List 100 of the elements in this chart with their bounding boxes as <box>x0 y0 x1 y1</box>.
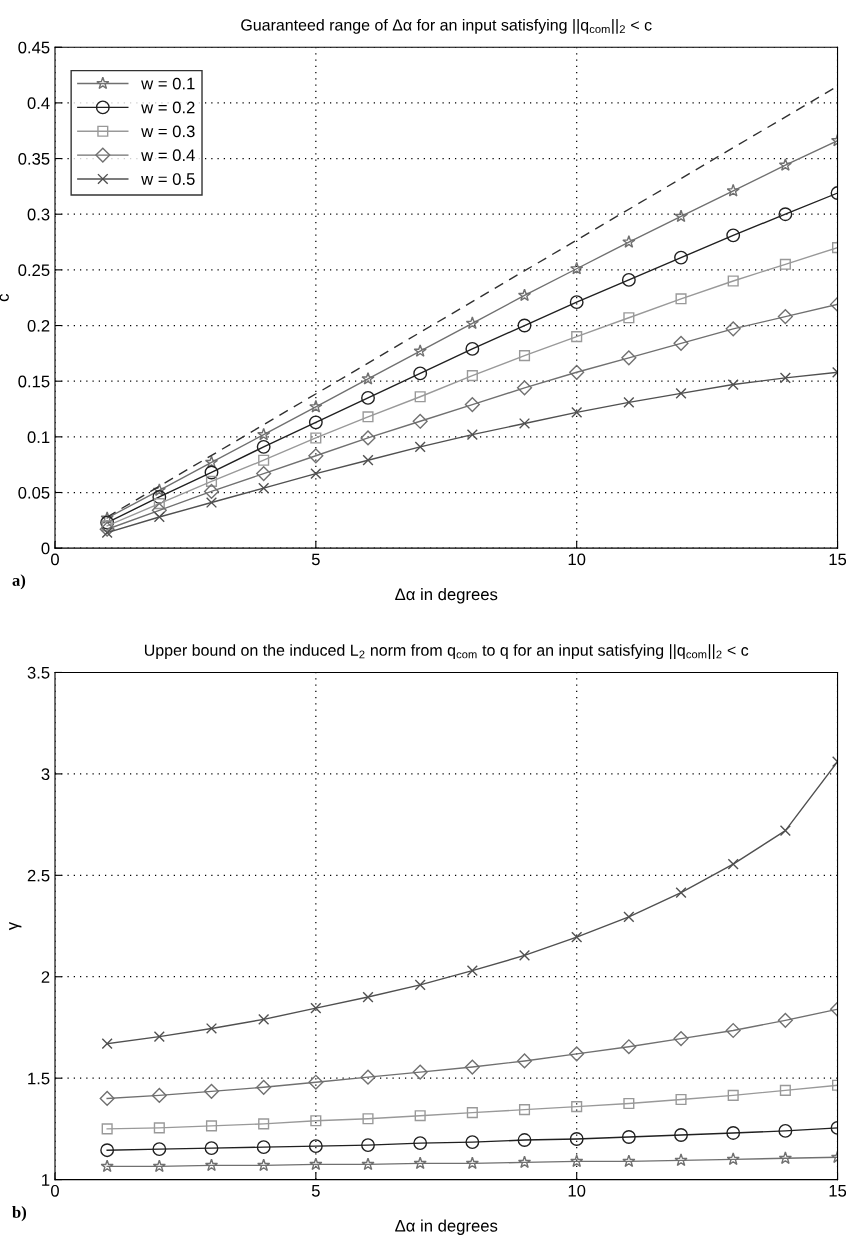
point <box>464 396 480 413</box>
legend-label: w = 0.5 <box>141 173 195 185</box>
point <box>361 390 375 405</box>
point <box>205 1022 218 1035</box>
point <box>258 1118 270 1130</box>
point <box>413 366 428 381</box>
point <box>258 482 270 494</box>
point <box>726 183 740 197</box>
point <box>622 235 636 248</box>
x-axis-title: Δα in degrees <box>395 588 498 604</box>
point <box>361 1157 375 1171</box>
y-axis-title: γ <box>9 921 22 931</box>
point <box>362 991 374 1003</box>
point <box>152 483 166 497</box>
point <box>153 511 165 523</box>
point <box>621 350 637 366</box>
point <box>309 399 323 413</box>
point <box>464 1059 480 1075</box>
y-tick-label: 1.5 <box>28 1072 50 1085</box>
point <box>414 391 426 403</box>
point <box>725 1022 741 1039</box>
point <box>153 1122 165 1134</box>
point <box>204 1141 219 1156</box>
point <box>153 1031 165 1043</box>
point <box>256 439 271 454</box>
point <box>308 1139 323 1154</box>
point <box>727 1089 739 1101</box>
point <box>465 1135 480 1150</box>
text: b) <box>12 1206 27 1222</box>
point <box>623 312 635 324</box>
x-tick-label: 10 <box>568 1184 586 1197</box>
point <box>308 1074 324 1090</box>
point <box>779 1084 791 1096</box>
point <box>726 1126 741 1140</box>
point <box>205 475 218 487</box>
point <box>623 1097 635 1110</box>
point <box>413 344 427 357</box>
y-tick-label: 0.15 <box>18 375 50 388</box>
x-tick-label: 15 <box>829 1185 846 1197</box>
point <box>256 466 272 482</box>
point <box>412 1064 428 1080</box>
point <box>622 1154 636 1168</box>
point <box>362 411 374 423</box>
point <box>152 1159 166 1173</box>
point <box>725 321 741 337</box>
point <box>570 261 584 275</box>
point <box>362 1113 374 1125</box>
y-tick-label: 0.05 <box>18 486 50 499</box>
point <box>621 1039 637 1055</box>
point <box>673 1031 689 1047</box>
point <box>673 335 689 351</box>
y-tick-label: 0.4 <box>27 97 50 110</box>
point <box>727 378 739 391</box>
point <box>100 1143 115 1158</box>
point <box>360 1069 376 1085</box>
x-tick-label: 15 <box>829 553 846 566</box>
x-tick-label: 5 <box>311 553 320 566</box>
point <box>571 406 583 418</box>
point <box>414 1110 426 1122</box>
y-axis-title: c <box>0 293 9 302</box>
point <box>361 1138 375 1153</box>
point <box>414 979 426 991</box>
point <box>726 1152 740 1166</box>
point <box>258 1013 270 1025</box>
point <box>571 331 583 343</box>
point <box>465 341 480 356</box>
point <box>518 417 531 430</box>
point <box>779 258 791 270</box>
point <box>256 1140 271 1155</box>
point <box>310 1002 322 1014</box>
chart-title: Guaranteed range of Δα for an input satisfying ||q$_{com}$||$_{2}$ < c <box>241 18 652 34</box>
point <box>675 293 687 305</box>
point <box>257 427 271 441</box>
point <box>569 295 584 310</box>
x-tick-label: 10 <box>568 553 586 566</box>
point <box>309 1157 323 1171</box>
point <box>674 1128 688 1142</box>
point <box>204 455 219 469</box>
point <box>517 318 532 333</box>
point <box>414 441 426 453</box>
point <box>466 370 478 382</box>
legend-label: w = 0.4 <box>141 149 195 162</box>
point <box>517 1155 532 1169</box>
point <box>362 454 374 466</box>
x-axis-title: Δα in degrees <box>395 1219 498 1235</box>
point <box>360 430 376 446</box>
point <box>204 1158 219 1172</box>
point <box>99 521 115 537</box>
y-tick-label: 2.5 <box>27 869 50 882</box>
y-tick-label: 0.35 <box>18 152 50 165</box>
point <box>727 275 739 287</box>
point <box>778 158 793 171</box>
legend-label: w = 0.2 <box>141 101 195 114</box>
point <box>413 1136 428 1151</box>
point <box>256 1079 272 1095</box>
point <box>466 965 478 977</box>
point <box>466 1107 478 1119</box>
point <box>518 1104 531 1116</box>
point <box>621 272 636 287</box>
point <box>308 448 324 464</box>
